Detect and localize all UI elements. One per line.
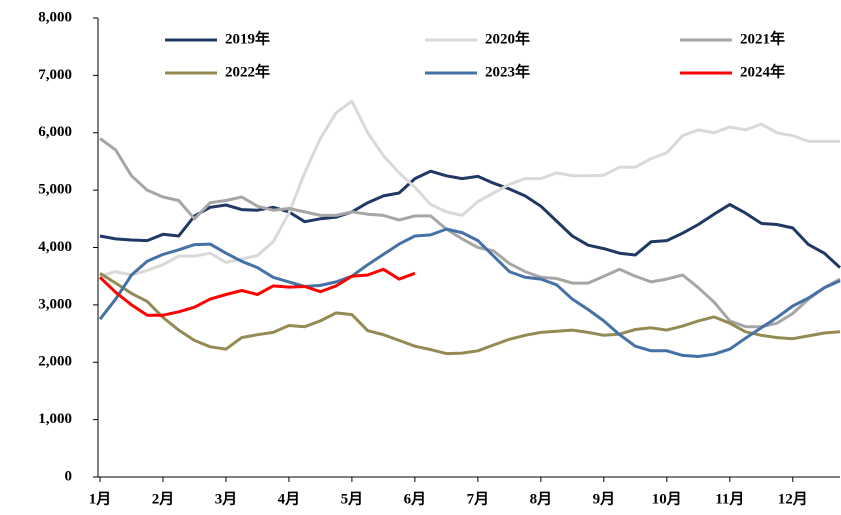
y-tick-label: 4,000: [38, 239, 72, 255]
legend-label: 2020年: [485, 29, 530, 47]
series-line: [99, 272, 841, 356]
x-tick-label: 1月: [89, 490, 112, 507]
x-tick-label: 7月: [467, 490, 490, 507]
series-line: [99, 99, 840, 278]
series-line: [98, 267, 416, 317]
legend-label: 2022年: [225, 62, 270, 80]
x-tick-label: 11月: [715, 490, 744, 507]
series-line: [99, 169, 841, 269]
x-tick-label: 3月: [215, 490, 238, 507]
y-tick-label: 7,000: [38, 67, 72, 83]
legend-label: 2024年: [740, 62, 785, 80]
legend-label: 2023年: [485, 62, 530, 80]
x-tick-label: 8月: [530, 490, 553, 507]
x-tick-label: 5月: [341, 490, 364, 507]
y-tick-label: 5,000: [38, 182, 72, 198]
y-tick-label: 8,000: [38, 9, 72, 25]
x-tick-label: 9月: [593, 490, 616, 507]
legend-label: 2021年: [740, 29, 785, 47]
y-tick-label: 2,000: [38, 354, 72, 370]
x-tick-label: 2月: [152, 490, 175, 507]
x-tick-label: 10月: [652, 490, 682, 507]
y-tick-label: 0: [65, 468, 73, 484]
x-tick-label: 4月: [278, 490, 301, 507]
series-line: [99, 137, 841, 329]
y-tick-label: 3,000: [38, 296, 72, 312]
x-tick-label: 12月: [778, 490, 808, 507]
y-tick-label: 6,000: [38, 124, 72, 140]
legend-label: 2019年: [225, 29, 270, 47]
y-tick-label: 1,000: [38, 411, 72, 427]
series-line: [98, 227, 841, 358]
x-tick-label: 6月: [404, 490, 427, 507]
